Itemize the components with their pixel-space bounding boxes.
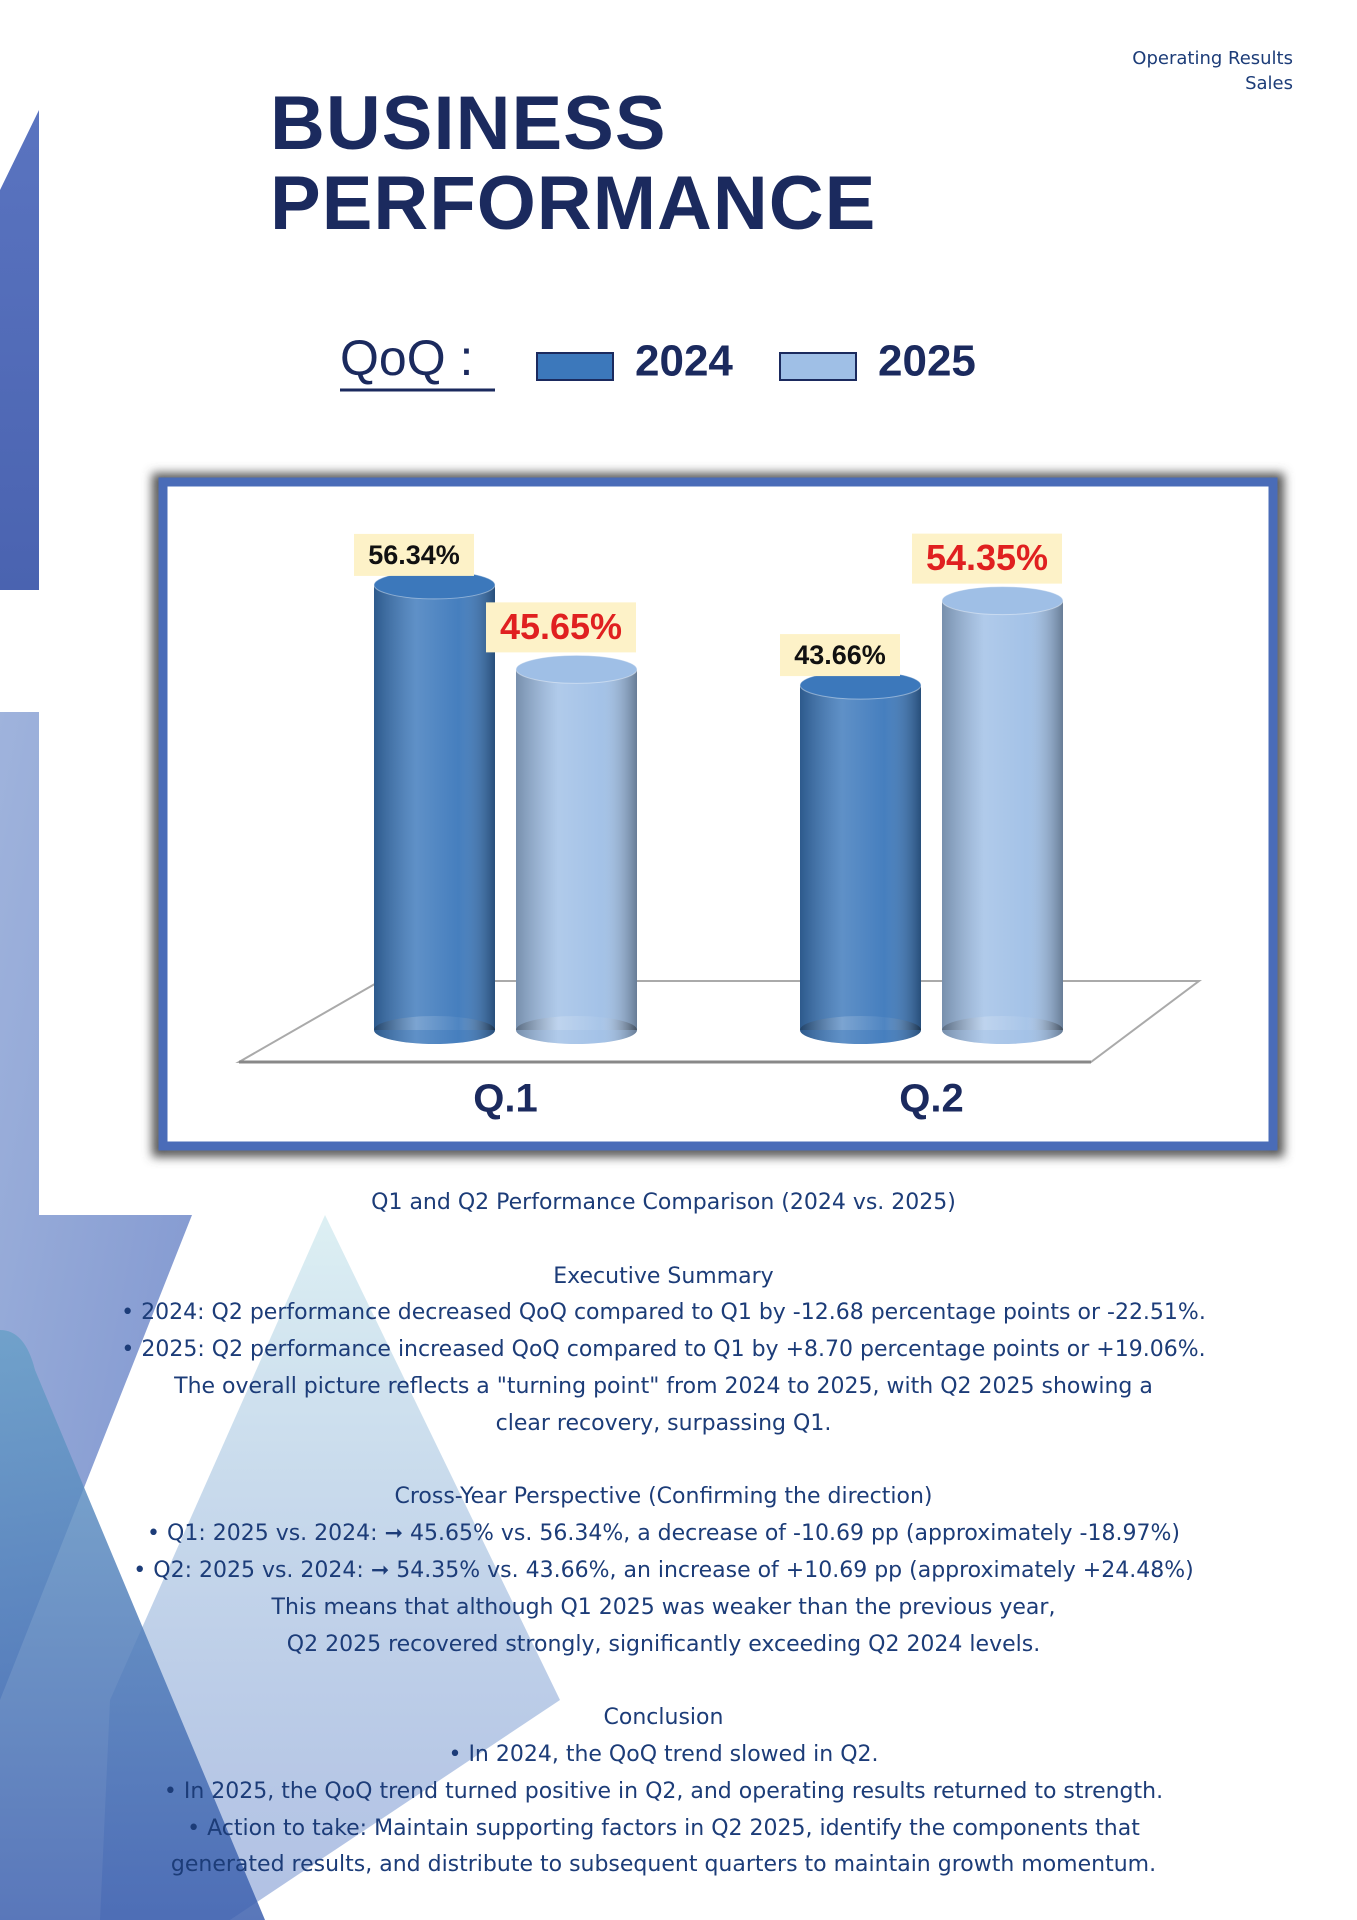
section-heading: Executive Summary [553, 1263, 774, 1289]
label-box [486, 602, 636, 653]
label-box [354, 533, 474, 576]
header-line: Sales [1245, 73, 1293, 94]
bar-cap [941, 586, 1064, 616]
section-line: • In 2024, the QoQ trend slowed in Q2. [448, 1741, 879, 1767]
bar-base-shade [942, 1016, 1063, 1044]
section-line: The overall picture reflects a "turning … [174, 1373, 1153, 1399]
caption: Q1 and Q2 Performance Comparison (2024 v… [371, 1190, 956, 1215]
bar-shade [374, 584, 495, 1030]
section-line: • 2025: Q2 performance increased QoQ com… [121, 1337, 1206, 1363]
section-line: Q2 2025 recovered strongly, significantl… [286, 1631, 1041, 1657]
spacer [0, 1663, 1327, 1700]
legend-label: 2025 [878, 337, 976, 386]
decor-dark [0, 1330, 265, 1920]
section-heading: Conclusion [603, 1705, 724, 1731]
section-line: generated results, and distribute to sub… [170, 1852, 1157, 1878]
bar-base-shade [374, 1016, 495, 1044]
section-heading: Cross-Year Perspective (Confirming the d… [394, 1484, 933, 1510]
bar-base-shade [516, 1016, 637, 1044]
bar-shade [942, 600, 1063, 1030]
value-label: 43.66% [794, 640, 886, 670]
legend-label: 2024 [635, 337, 733, 386]
value-label: 56.34% [368, 540, 460, 570]
spacer [0, 1222, 1327, 1259]
section-line: This means that although Q1 2025 was wea… [271, 1594, 1056, 1620]
section-line: • Q1: 2025 vs. 2024: ➞ 45.65% vs. 56.34%… [147, 1521, 1180, 1547]
bar-base-shade [800, 1016, 921, 1044]
value-label: 45.65% [500, 606, 622, 647]
legend-title: QoQ : [340, 330, 473, 386]
chart: QoQ : 2024 2025 56.34% 45.65% Q.1 43.66% 54.35%… [152, 330, 1284, 1157]
decor-strip [0, 110, 39, 590]
bar-shade [516, 669, 637, 1030]
header-line: Operating Results [1132, 48, 1293, 69]
section-line: • 2024: Q2 performance decreased QoQ com… [121, 1300, 1206, 1326]
decor-triangle [100, 1215, 560, 1920]
label-box [912, 533, 1062, 584]
header-meta: Operating Results Sales [1132, 46, 1293, 96]
page-title: BUSINESS PERFORMANCE [270, 84, 876, 244]
section-line: • In 2025, the QoQ trend turned positive… [163, 1778, 1164, 1804]
title-line: BUSINESS [270, 81, 667, 166]
bar-cap [515, 654, 638, 684]
x-tick-label: Q.2 [899, 1077, 963, 1121]
legend-swatch [779, 352, 857, 381]
section-line: • Q2: 2025 vs. 2024: ➞ 54.35% vs. 43.66%… [133, 1557, 1194, 1583]
spacer [0, 1443, 1327, 1480]
title-line: PERFORMANCE [270, 161, 877, 246]
label-box [780, 634, 900, 677]
section-line: clear recovery, surpassing Q1. [495, 1410, 832, 1436]
x-tick-label: Q.1 [473, 1077, 537, 1121]
section-line: • Action to take: Maintain supporting fa… [187, 1815, 1140, 1841]
legend-swatch [536, 352, 614, 381]
bar-shade [800, 685, 921, 1030]
value-label: 54.35% [926, 537, 1048, 578]
summary-text: Q1 and Q2 Performance Comparison (2024 v… [0, 1185, 1327, 1884]
